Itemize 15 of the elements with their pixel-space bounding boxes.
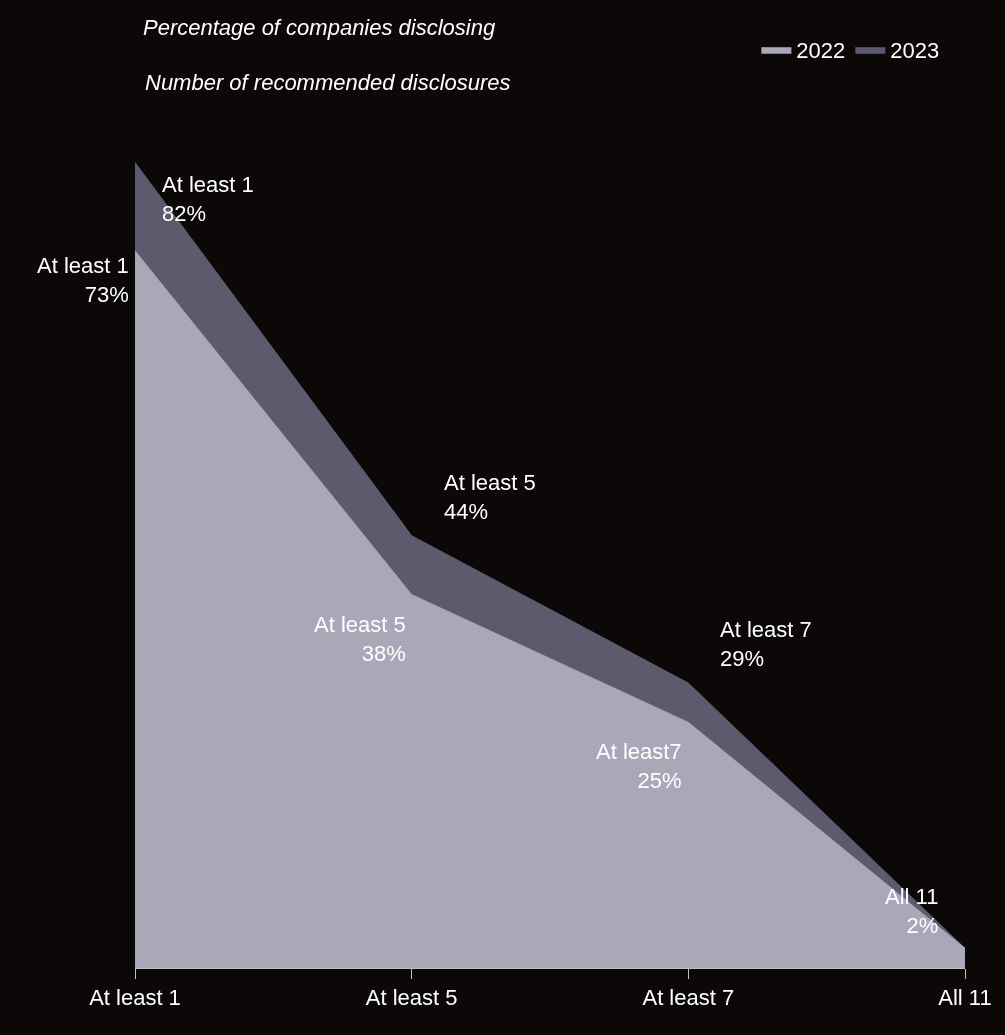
- data-label: At least 5 38%: [314, 612, 406, 666]
- data-label: At least7 25%: [596, 739, 682, 793]
- data-label: At least 5 44%: [444, 470, 536, 524]
- legend-label: 2022: [796, 38, 846, 64]
- chart-title: Percentage of companies disclosing: [143, 14, 496, 40]
- chart-subtitle: Number of recommended disclosures: [145, 70, 511, 95]
- x-tick-label: At least 7: [642, 985, 735, 1011]
- x-tick-label: At least 1: [89, 985, 181, 1011]
- data-label: All 11 2%: [885, 884, 939, 938]
- data-label: At least 1 73%: [37, 253, 129, 307]
- x-tick-label: At least 5: [365, 985, 458, 1011]
- data-label: At least 1 82%: [162, 172, 254, 226]
- legend-label: 2023: [890, 38, 940, 64]
- x-tick-label: All 11: [938, 985, 992, 1011]
- data-label: At least 7 29%: [720, 617, 812, 671]
